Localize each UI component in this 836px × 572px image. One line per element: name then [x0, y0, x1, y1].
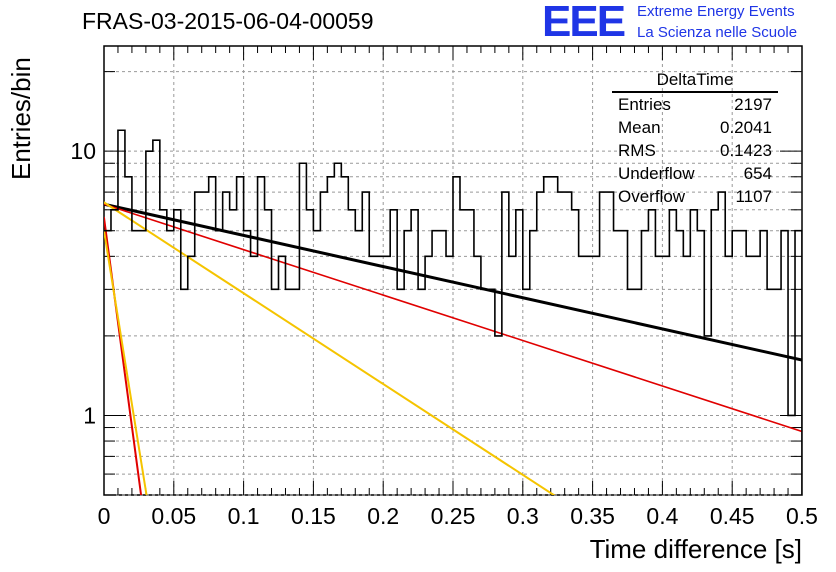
y-tick-label: 1 [83, 402, 96, 428]
stats-label: Underflow [618, 164, 695, 183]
stats-box-title: DeltaTime [612, 70, 778, 93]
stats-value: 0.2041 [720, 118, 772, 137]
histogram-steps [104, 129, 802, 495]
stats-box: DeltaTime Entries 2197 Mean 0.2041 RMS 0… [612, 70, 778, 208]
fit-curve [104, 229, 148, 495]
x-tick-label: 0.25 [431, 503, 476, 529]
y-tick-label: 10 [70, 138, 96, 164]
eee-logo: EEE [542, 0, 626, 46]
stats-label: Overflow [618, 187, 686, 206]
x-tick-label: 0.3 [507, 503, 539, 529]
stats-row-underflow: Underflow 654 [612, 162, 778, 185]
y-axis-label: Entries/bin [6, 57, 36, 180]
x-tick-label: 0.05 [151, 503, 196, 529]
x-tick-label: 0.5 [786, 503, 818, 529]
fit-curve [104, 201, 556, 495]
x-axis-label: Time difference [s] [589, 534, 802, 564]
x-tick-label: 0.2 [367, 503, 399, 529]
x-tick-label: 0.15 [291, 503, 336, 529]
stats-row-overflow: Overflow 1107 [612, 185, 778, 208]
x-tick-label: 0.35 [570, 503, 615, 529]
stats-row-mean: Mean 0.2041 [612, 116, 778, 139]
logo-line-1: Extreme Energy Events [637, 3, 795, 20]
stats-label: Mean [618, 118, 661, 137]
fit-curve [104, 203, 802, 433]
stats-value: 0.1423 [720, 141, 772, 160]
stats-label: RMS [618, 141, 656, 160]
x-tick-label: 0 [98, 503, 111, 529]
stats-value: 1107 [735, 187, 772, 206]
stats-label: Entries [618, 95, 671, 114]
stats-value: 654 [743, 164, 772, 183]
stats-row-rms: RMS 0.1423 [612, 139, 778, 162]
run-title: FRAS-03-2015-06-04-00059 [82, 8, 374, 34]
stats-value: 2197 [734, 95, 772, 114]
x-tick-label: 0.4 [646, 503, 678, 529]
logo-line-2: La Scienza nelle Scuole [637, 24, 798, 41]
stats-row-entries: Entries 2197 [612, 93, 778, 116]
x-tick-label: 0.1 [228, 503, 260, 529]
x-tick-label: 0.45 [710, 503, 755, 529]
